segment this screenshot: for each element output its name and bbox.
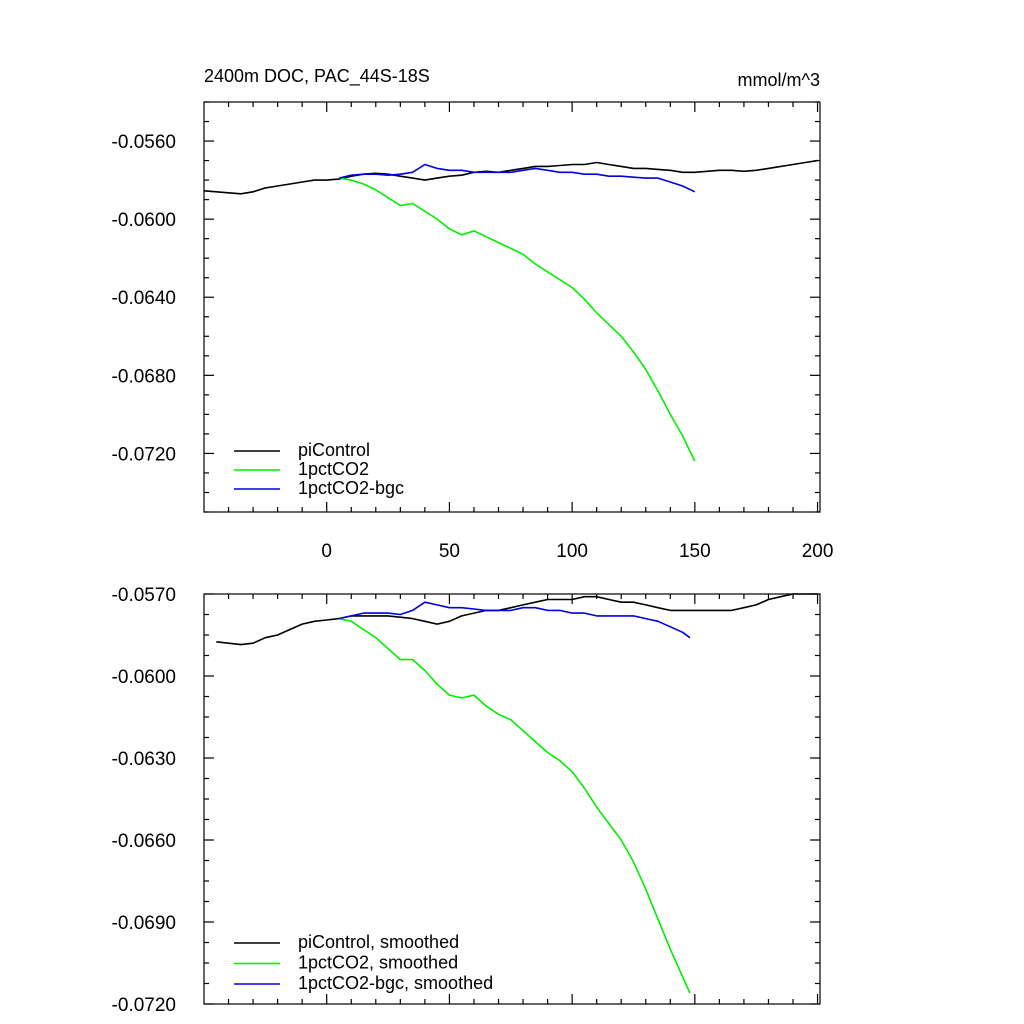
series-line-3 <box>338 163 696 193</box>
x-tick-label: 100 <box>556 541 588 562</box>
legend-label: piControl, smoothed <box>298 932 459 952</box>
x-tick-label: 200 <box>802 541 834 562</box>
series-lines <box>216 593 818 994</box>
x-tick-label: 50 <box>439 541 460 562</box>
units-label: mmol/m^3 <box>738 70 820 90</box>
x-tick-labels: 0 50 100 150 200 <box>321 541 833 562</box>
legend-label: 1pctCO2, smoothed <box>298 953 458 973</box>
top-panel: 2400m DOC, PAC_44S-18S mmol/m^3 0 50 100 15… <box>112 66 834 562</box>
y-tick-label: -0.0600 <box>112 210 176 231</box>
chart-title: 2400m DOC, PAC_44S-18S <box>204 66 430 87</box>
series-line-2 <box>338 177 696 462</box>
legend-label: 1pctCO2-bgc, smoothed <box>298 973 493 993</box>
series-line-3 <box>338 601 691 639</box>
plot-frame <box>203 593 821 1005</box>
y-tick-label: -0.0720 <box>112 995 176 1016</box>
series-line-2 <box>338 617 691 994</box>
tick-marks <box>204 101 820 513</box>
series-line-1 <box>203 159 818 195</box>
y-tick-label: -0.0660 <box>112 831 176 852</box>
y-tick-label: -0.0690 <box>112 913 176 934</box>
y-tick-label: -0.0630 <box>112 749 176 770</box>
y-tick-label: -0.0640 <box>112 288 176 309</box>
y-tick-labels: -0.0570 -0.0600 -0.0630 -0.0660 -0.0690 -0.07… <box>112 585 176 1016</box>
y-tick-label: -0.0680 <box>112 366 176 387</box>
y-tick-labels: -0.0560 -0.0600 -0.0640 -0.0680 -0.0720 <box>112 132 176 465</box>
series-lines <box>203 159 818 462</box>
plot-frame <box>203 101 821 513</box>
y-tick-label: -0.0720 <box>112 444 176 465</box>
bottom-panel: -0.0570 -0.0600 -0.0630 -0.0660 -0.0690 -0.07… <box>112 585 821 1016</box>
legend-label: 1pctCO2-bgc <box>298 478 404 498</box>
x-tick-label: 150 <box>679 541 711 562</box>
legend-label: 1pctCO2 <box>298 459 369 479</box>
y-tick-label: -0.0570 <box>112 585 176 606</box>
x-tick-label: 0 <box>321 541 332 562</box>
tick-marks <box>204 593 820 1005</box>
legend-label: piControl <box>298 440 370 460</box>
y-tick-label: -0.0600 <box>112 667 176 688</box>
series-line-1 <box>216 593 818 646</box>
y-tick-label: -0.0560 <box>112 132 176 153</box>
